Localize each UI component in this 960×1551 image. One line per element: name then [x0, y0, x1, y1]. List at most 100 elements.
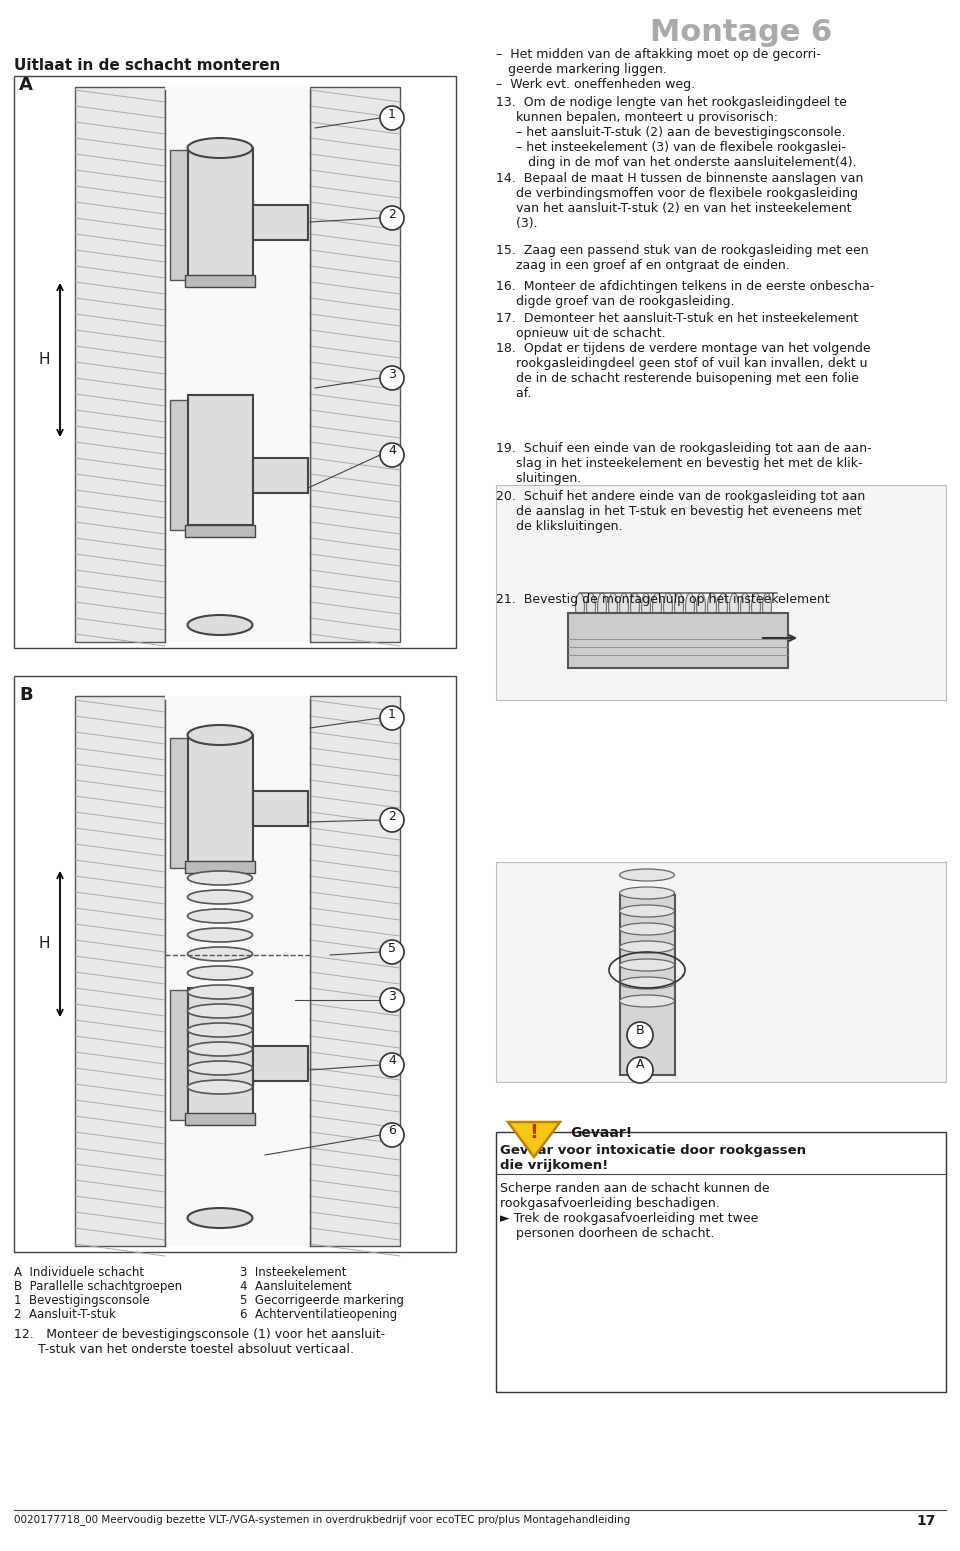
Circle shape [380, 988, 404, 1011]
Text: B: B [636, 1024, 644, 1036]
Circle shape [380, 1053, 404, 1076]
Ellipse shape [762, 592, 772, 620]
Bar [496, 862, 946, 1083]
Ellipse shape [619, 959, 675, 971]
Ellipse shape [187, 1003, 252, 1017]
Ellipse shape [187, 890, 252, 904]
Ellipse shape [619, 941, 675, 952]
Ellipse shape [597, 592, 607, 620]
Ellipse shape [187, 966, 252, 980]
Text: 15.  Zaag een passend stuk van de rookgasleiding met een
     zaag in een groef : 15. Zaag een passend stuk van de rookgas… [496, 244, 869, 271]
Text: 1: 1 [388, 707, 396, 721]
Bar [75, 87, 165, 642]
Text: H: H [38, 352, 50, 368]
Text: Montage 6: Montage 6 [650, 19, 832, 47]
Ellipse shape [619, 923, 675, 935]
Text: Scherpe randen aan de schacht kunnen de
rookgasafvoerleiding beschadigen.
► Trek: Scherpe randen aan de schacht kunnen de … [500, 1182, 770, 1239]
Ellipse shape [187, 724, 252, 744]
Bar [170, 400, 188, 530]
Ellipse shape [187, 872, 252, 886]
Text: Uitlaat in de schacht monteren: Uitlaat in de schacht monteren [14, 57, 280, 73]
Text: 3: 3 [388, 990, 396, 1002]
Circle shape [380, 940, 404, 965]
Text: 1: 1 [388, 107, 396, 121]
Bar [170, 738, 188, 869]
Text: 3: 3 [388, 368, 396, 380]
Bar [496, 1132, 946, 1391]
Bar [253, 205, 308, 240]
Ellipse shape [653, 592, 661, 620]
Ellipse shape [641, 592, 651, 620]
Ellipse shape [619, 977, 675, 990]
Circle shape [380, 444, 404, 467]
Bar [310, 696, 400, 1245]
Ellipse shape [752, 592, 760, 620]
Circle shape [627, 1022, 653, 1048]
Ellipse shape [187, 1079, 252, 1093]
Circle shape [380, 706, 404, 731]
Bar [188, 147, 253, 278]
Text: 2  Aansluit-T-stuk: 2 Aansluit-T-stuk [14, 1307, 116, 1321]
Ellipse shape [187, 948, 252, 962]
Ellipse shape [708, 592, 716, 620]
Ellipse shape [740, 592, 750, 620]
Bar [185, 1114, 255, 1124]
Text: 19.  Schuif een einde van de rookgasleiding tot aan de aan-
     slag in het ins: 19. Schuif een einde van de rookgasleidi… [496, 442, 872, 485]
Bar [14, 76, 456, 648]
Text: 6: 6 [388, 1124, 396, 1137]
Bar [496, 485, 946, 700]
Bar [568, 613, 788, 668]
Ellipse shape [619, 904, 675, 917]
Bar [253, 791, 308, 827]
Ellipse shape [187, 1061, 252, 1075]
Text: –  Het midden van de aftakking moet op de gecorri-
   geerde markering liggen.: – Het midden van de aftakking moet op de… [496, 48, 821, 76]
Ellipse shape [619, 887, 675, 900]
Ellipse shape [685, 592, 694, 620]
Circle shape [380, 1123, 404, 1148]
Ellipse shape [730, 592, 738, 620]
Ellipse shape [187, 1024, 252, 1038]
Text: 2: 2 [388, 208, 396, 220]
Polygon shape [508, 1121, 560, 1157]
Bar [253, 1045, 308, 1081]
Text: A: A [636, 1058, 644, 1072]
Bar [188, 396, 253, 524]
Text: 6  Achterventilatieopening: 6 Achterventilatieopening [240, 1307, 397, 1321]
Text: 18.  Opdat er tijdens de verdere montage van het volgende
     rookgasleidingdee: 18. Opdat er tijdens de verdere montage … [496, 343, 871, 400]
Bar [188, 735, 253, 865]
Text: 14.  Bepaal de maat H tussen de binnenste aanslagen van
     de verbindingsmoffe: 14. Bepaal de maat H tussen de binnenste… [496, 172, 863, 230]
Bar [188, 988, 253, 1118]
Text: 13.  Om de nodige lengte van het rookgasleidingdeel te
     kunnen bepalen, mont: 13. Om de nodige lengte van het rookgasl… [496, 96, 856, 169]
Text: 21.  Bevestig de montagehulp op het insteekelement: 21. Bevestig de montagehulp op het inste… [496, 592, 829, 606]
Ellipse shape [187, 616, 252, 634]
Ellipse shape [697, 592, 706, 620]
Bar [170, 150, 188, 281]
Ellipse shape [575, 592, 585, 620]
Text: B  Parallelle schachtgroepen: B Parallelle schachtgroepen [14, 1280, 182, 1294]
Text: 0020177718_00 Meervoudig bezette VLT-/VGA-systemen in overdrukbedrijf voor ecoTE: 0020177718_00 Meervoudig bezette VLT-/VG… [14, 1514, 631, 1525]
Ellipse shape [187, 138, 252, 158]
Ellipse shape [631, 592, 639, 620]
Text: 5  Gecorrigeerde markering: 5 Gecorrigeerde markering [240, 1294, 404, 1307]
Bar [170, 990, 188, 1120]
Ellipse shape [187, 909, 252, 923]
Text: 4: 4 [388, 445, 396, 458]
Ellipse shape [663, 592, 673, 620]
Bar [310, 87, 400, 642]
Text: A  Individuele schacht: A Individuele schacht [14, 1266, 144, 1280]
Ellipse shape [187, 1042, 252, 1056]
Text: 2: 2 [388, 810, 396, 822]
Text: H: H [38, 937, 50, 951]
Ellipse shape [675, 592, 684, 620]
Ellipse shape [587, 592, 595, 620]
Text: A: A [19, 76, 33, 95]
Ellipse shape [187, 927, 252, 941]
Ellipse shape [619, 592, 629, 620]
Circle shape [627, 1056, 653, 1083]
Text: 1  Bevestigingsconsole: 1 Bevestigingsconsole [14, 1294, 150, 1307]
Circle shape [380, 206, 404, 230]
Bar [165, 696, 310, 1245]
Bar [185, 275, 255, 287]
Bar [14, 676, 456, 1252]
Bar [185, 524, 255, 537]
